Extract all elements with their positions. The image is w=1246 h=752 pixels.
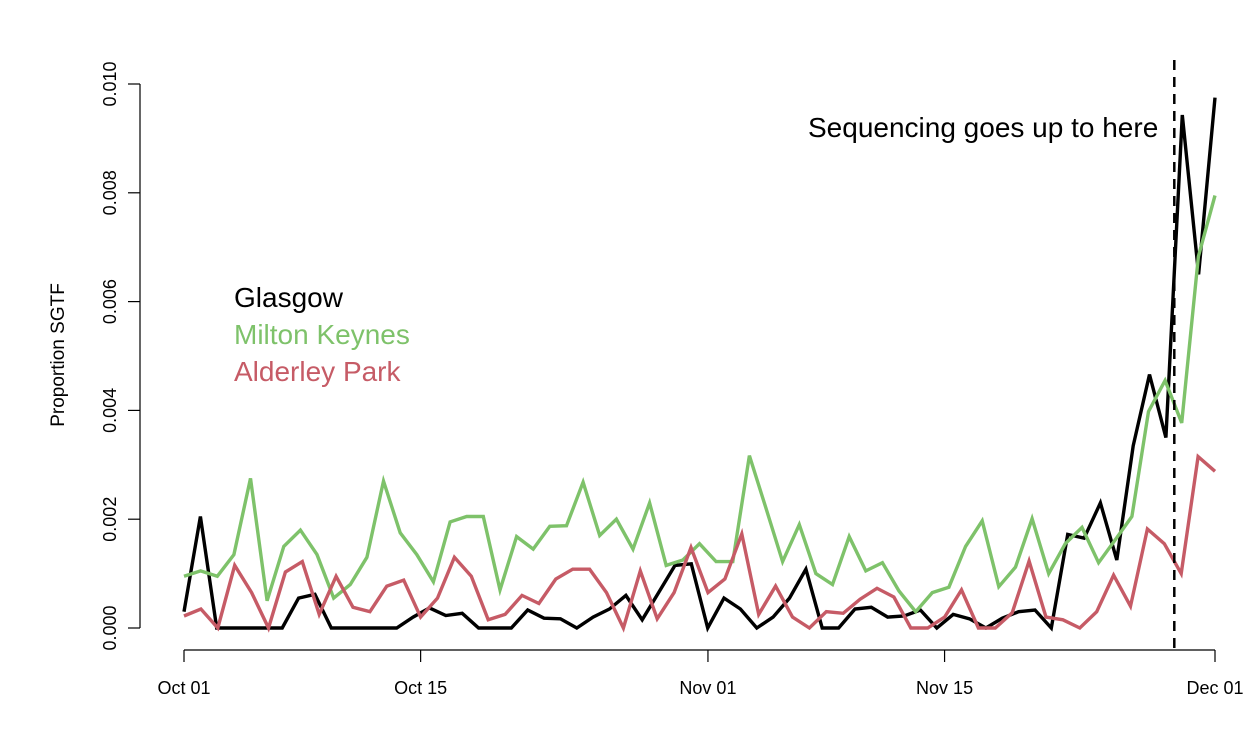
series-line-milton-keynes (183, 195, 1217, 615)
sequencing-annotation: Sequencing goes up to here (808, 112, 1158, 143)
x-tick-label: Oct 15 (394, 678, 447, 698)
series-lines (182, 97, 1217, 633)
legend-item: Milton Keynes (234, 319, 410, 350)
legend-item: Alderley Park (234, 356, 402, 387)
y-tick-label: 0.010 (100, 61, 120, 106)
x-tick-label: Oct 01 (157, 678, 210, 698)
y-tick-label: 0.006 (100, 279, 120, 324)
x-tick-label: Nov 15 (916, 678, 973, 698)
series-line-alderley-park (183, 453, 1217, 633)
y-tick-label: 0.008 (100, 170, 120, 215)
legend-item: Glasgow (234, 282, 344, 313)
y-tick-label: 0.000 (100, 605, 120, 650)
y-tick-label: 0.002 (100, 497, 120, 542)
series-line-glasgow (182, 97, 1217, 633)
x-tick-label: Dec 01 (1186, 678, 1243, 698)
x-tick-label: Nov 01 (679, 678, 736, 698)
y-axis: 0.000 0.002 0.004 0.006 0.008 0.010 (100, 61, 141, 651)
y-tick-label: 0.004 (100, 388, 120, 433)
legend: Glasgow Milton Keynes Alderley Park (234, 282, 410, 387)
x-axis: Oct 01 Oct 15 Nov 01 Nov 15 Dec 01 (157, 649, 1244, 698)
y-axis-label: Proportion SGTF (48, 283, 69, 427)
